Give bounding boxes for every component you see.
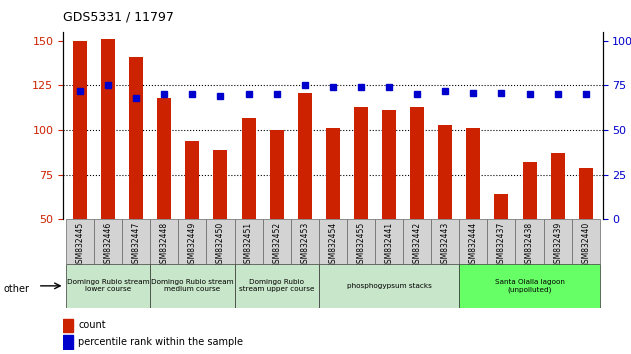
Bar <box>326 129 340 219</box>
Text: GSM832446: GSM832446 <box>103 222 112 268</box>
Bar <box>66 219 94 264</box>
Bar <box>150 264 235 308</box>
Text: GSM832444: GSM832444 <box>469 222 478 268</box>
Bar <box>179 219 206 264</box>
Text: Santa Olalla lagoon
(unpolluted): Santa Olalla lagoon (unpolluted) <box>495 279 565 293</box>
Bar <box>375 219 403 264</box>
Bar <box>466 129 480 219</box>
Bar <box>319 219 347 264</box>
Bar <box>487 219 516 264</box>
Bar <box>63 335 73 349</box>
Bar <box>579 168 593 219</box>
Text: GSM832454: GSM832454 <box>328 222 338 268</box>
Text: GSM832452: GSM832452 <box>272 222 281 268</box>
Bar <box>516 219 543 264</box>
Text: phosphogypsum stacks: phosphogypsum stacks <box>346 283 432 289</box>
Text: Domingo Rubio stream
medium course: Domingo Rubio stream medium course <box>151 279 233 292</box>
Text: GSM832451: GSM832451 <box>244 222 253 268</box>
Text: GDS5331 / 11797: GDS5331 / 11797 <box>63 10 174 23</box>
Bar <box>347 219 375 264</box>
Bar <box>206 219 235 264</box>
Text: percentile rank within the sample: percentile rank within the sample <box>78 337 243 347</box>
Bar <box>298 93 312 219</box>
Bar <box>572 219 600 264</box>
Bar <box>319 264 459 308</box>
Bar <box>459 219 487 264</box>
Text: GSM832455: GSM832455 <box>357 222 365 268</box>
Text: GSM832453: GSM832453 <box>300 222 309 268</box>
Bar <box>129 57 143 219</box>
Bar <box>551 153 565 219</box>
Text: GSM832439: GSM832439 <box>553 222 562 268</box>
Text: GSM832445: GSM832445 <box>76 222 85 268</box>
Bar <box>157 98 171 219</box>
Bar <box>63 319 73 332</box>
Text: GSM832442: GSM832442 <box>413 222 422 268</box>
Bar <box>101 39 115 219</box>
Bar <box>262 219 291 264</box>
Bar <box>269 130 284 219</box>
Bar <box>403 219 431 264</box>
Text: count: count <box>78 320 106 330</box>
Text: GSM832448: GSM832448 <box>160 222 168 268</box>
Text: Domingo Rubio stream
lower course: Domingo Rubio stream lower course <box>67 279 150 292</box>
Bar <box>410 107 424 219</box>
Bar <box>382 110 396 219</box>
Bar <box>186 141 199 219</box>
Bar <box>459 264 600 308</box>
Text: GSM832437: GSM832437 <box>497 222 506 268</box>
Bar <box>291 219 319 264</box>
Bar <box>235 264 319 308</box>
Bar <box>94 219 122 264</box>
Bar <box>495 194 509 219</box>
Text: other: other <box>3 284 29 293</box>
Bar <box>522 162 536 219</box>
Bar <box>242 118 256 219</box>
Text: GSM832441: GSM832441 <box>384 222 394 268</box>
Text: GSM832438: GSM832438 <box>525 222 534 268</box>
Bar <box>122 219 150 264</box>
Bar <box>543 219 572 264</box>
Bar <box>235 219 262 264</box>
Bar <box>150 219 179 264</box>
Bar <box>73 41 87 219</box>
Text: GSM832440: GSM832440 <box>581 222 590 268</box>
Text: GSM832449: GSM832449 <box>188 222 197 268</box>
Text: GSM832447: GSM832447 <box>132 222 141 268</box>
Bar <box>438 125 452 219</box>
Bar <box>213 150 228 219</box>
Text: Domingo Rubio
stream upper course: Domingo Rubio stream upper course <box>239 279 314 292</box>
Bar <box>66 264 150 308</box>
Text: GSM832450: GSM832450 <box>216 222 225 268</box>
Bar <box>354 107 368 219</box>
Bar <box>431 219 459 264</box>
Text: GSM832443: GSM832443 <box>440 222 450 268</box>
